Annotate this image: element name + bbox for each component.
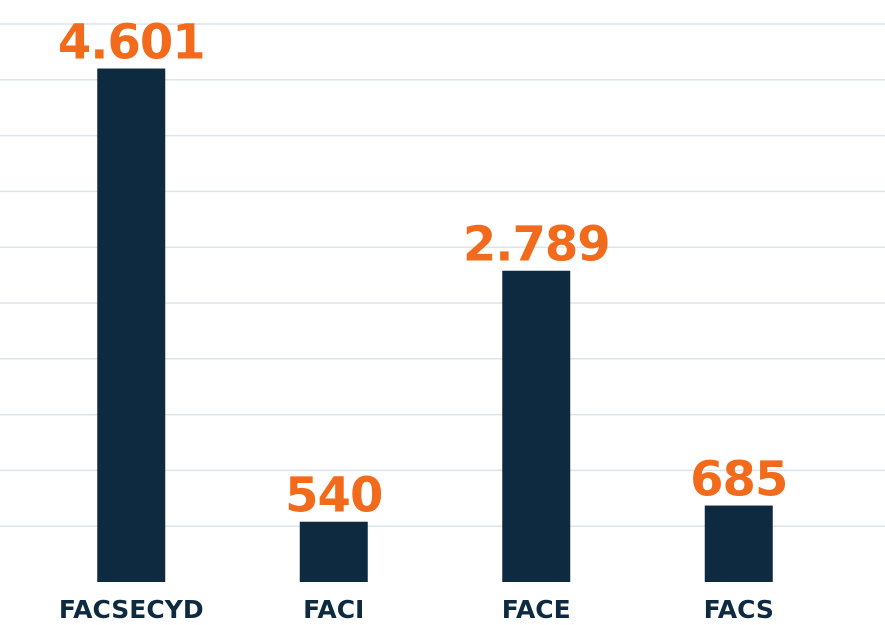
bar [97, 68, 166, 583]
x-tick-label: FACS [704, 595, 774, 624]
value-label: 685 [690, 452, 787, 508]
value-label: 4.601 [58, 15, 205, 71]
bar [502, 270, 571, 582]
x-tick-label: FACE [502, 595, 571, 624]
x-tick-label: FACSECYD [59, 595, 204, 624]
bar [299, 521, 368, 582]
value-label: 540 [285, 468, 382, 524]
x-tick-label: FACI [303, 595, 364, 624]
value-label: 2.789 [463, 217, 610, 273]
bar [704, 505, 773, 582]
